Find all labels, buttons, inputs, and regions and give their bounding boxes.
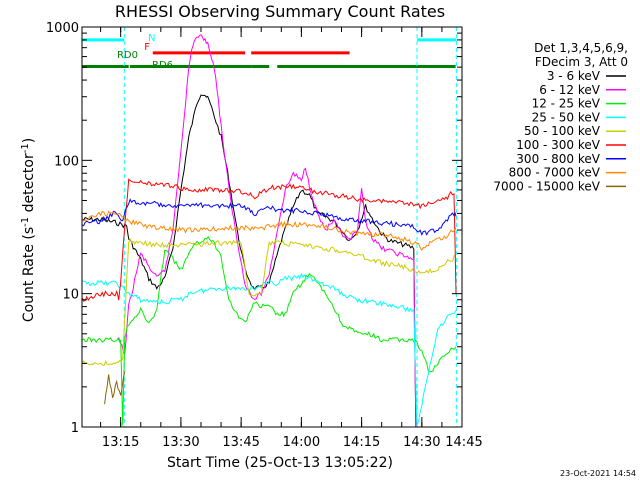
- flag-label-n: N: [148, 33, 155, 44]
- y-label-sup-2: -1: [20, 143, 31, 153]
- x-tick-label: 14:30: [403, 435, 440, 450]
- legend-entry-label: 25 - 50 keV: [532, 110, 601, 124]
- series-line-1: [118, 34, 417, 428]
- y-label-sup-1: -1: [20, 217, 31, 227]
- y-tick-label: 10: [62, 288, 79, 303]
- axes: 1 10 100 1000 13:15 13:30 13:45 14:00 14:15 14:30…: [46, 21, 483, 450]
- legend-entry-label: 50 - 100 keV: [524, 124, 601, 138]
- x-tick-label: 13:45: [222, 435, 259, 450]
- data-series: [81, 34, 457, 428]
- series-line-8: [104, 371, 126, 405]
- legend-entry-label: 3 - 6 keV: [547, 69, 601, 83]
- y-label-main: Count Rate (s: [21, 227, 37, 322]
- y-tick-label: 1: [71, 421, 79, 436]
- legend-entry-label: 6 - 12 keV: [539, 83, 601, 97]
- series-line-5: [81, 178, 457, 302]
- plot-frame: [81, 26, 463, 428]
- flag-label-rd0: RD0: [117, 50, 138, 61]
- legend-entry-label: 12 - 25 keV: [532, 97, 601, 111]
- legend-entry-label: 300 - 800 keV: [516, 152, 600, 166]
- x-tick-label: 14:00: [283, 435, 320, 450]
- legend-entry-label: 100 - 300 keV: [516, 138, 600, 152]
- y-axis-label: Count Rate (s-1 detector-1): [20, 138, 37, 322]
- series-line-4: [81, 237, 457, 366]
- timestamp: 23-Oct-2021 14:54: [560, 469, 636, 478]
- series-line-7: [81, 210, 457, 252]
- legend-header-2: FDecim 3, Att 0: [535, 55, 628, 69]
- flag-label-rd6: RD6: [152, 60, 173, 71]
- legend-header-1: Det 1,3,4,5,6,9,: [534, 41, 628, 55]
- x-tick-label: 14:15: [343, 435, 380, 450]
- x-tick-label: 13:30: [162, 435, 199, 450]
- series-line-2: [81, 235, 457, 426]
- x-tick-label: 13:15: [102, 435, 139, 450]
- legend-entry-label: 800 - 7000 keV: [509, 166, 601, 180]
- legend: Det 1,3,4,5,6,9, FDecim 3, Att 0 3 - 6 k…: [493, 41, 628, 193]
- series-line-6: [81, 198, 457, 236]
- y-label-mid: detector: [21, 153, 37, 217]
- series-line-0: [81, 94, 417, 428]
- chart-title: RHESSI Observing Summary Count Rates: [115, 2, 445, 21]
- y-label-end: ): [21, 138, 37, 143]
- flag-bars: NF RD0 RD6: [82, 27, 457, 427]
- y-tick-label: 100: [54, 154, 79, 169]
- flag-label-f: F: [144, 42, 150, 53]
- x-tick-label: 14:45: [445, 435, 482, 450]
- y-tick-label: 1000: [46, 21, 79, 36]
- legend-entry-label: 7000 - 15000 keV: [493, 179, 600, 193]
- x-axis-label: Start Time (25-Oct-13 13:05:22): [167, 455, 393, 471]
- series-line-3: [81, 272, 457, 426]
